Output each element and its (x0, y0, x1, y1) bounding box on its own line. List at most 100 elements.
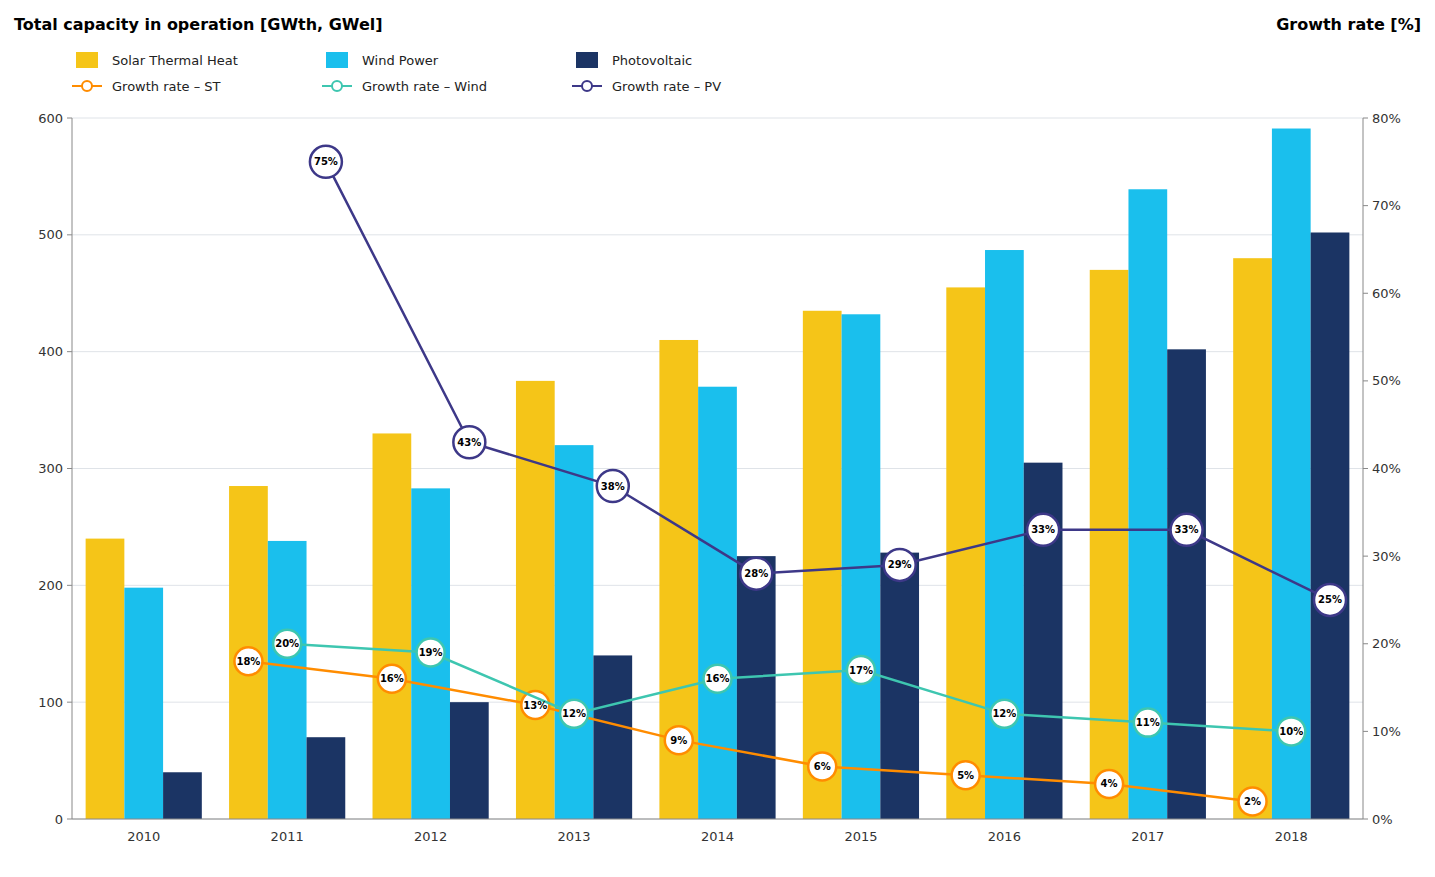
data-label: 28% (744, 568, 768, 579)
bar (307, 737, 346, 819)
y2-tick (1363, 380, 1368, 381)
y2-tick-label: 20% (1372, 636, 1401, 651)
y2-tick (1363, 643, 1368, 644)
data-label: 43% (457, 437, 481, 448)
line-series (234, 647, 1266, 815)
marker (808, 752, 836, 780)
data-label: 18% (236, 656, 260, 667)
marker (704, 665, 732, 693)
marker (1027, 514, 1059, 546)
legend: Solar Thermal HeatWind PowerPhotovoltaic… (72, 52, 721, 94)
bar (1272, 129, 1311, 819)
y2-axis-title: Growth rate [%] (1276, 15, 1421, 34)
grid-line (72, 819, 1363, 820)
x-tick-label: 2014 (701, 829, 734, 844)
line (248, 661, 1252, 801)
marker (1171, 514, 1203, 546)
y2-tick-label: 30% (1372, 549, 1401, 564)
marker (310, 146, 342, 178)
line-series (273, 630, 1305, 746)
y2-tick (1363, 205, 1368, 206)
data-label: 29% (888, 559, 912, 570)
y2-tick-label: 10% (1372, 724, 1401, 739)
bar (985, 250, 1024, 819)
y2-tick (1363, 293, 1368, 294)
y-tick (67, 468, 72, 469)
data-labels: 18%16%13%9%6%5%4%2%20%19%12%16%17%12%11%… (236, 156, 1342, 807)
bar (659, 340, 698, 819)
marker (597, 470, 629, 502)
grid-line (72, 234, 1363, 235)
legend-label: Photovoltaic (612, 53, 692, 68)
y-tick (67, 351, 72, 352)
y-tick (67, 702, 72, 703)
y-tick (67, 585, 72, 586)
y-tick-label: 100 (38, 695, 63, 710)
bar (373, 433, 412, 819)
marker (1134, 709, 1162, 737)
x-tick-label: 2015 (844, 829, 877, 844)
y-tick-label: 600 (38, 111, 63, 126)
legend-marker (582, 81, 592, 91)
data-label: 33% (1175, 524, 1199, 535)
marker (378, 665, 406, 693)
x-tick-label: 2016 (988, 829, 1021, 844)
data-label: 9% (670, 735, 687, 746)
data-label: 12% (992, 708, 1016, 719)
bar-series (163, 232, 1349, 819)
data-label: 33% (1031, 524, 1055, 535)
plot-area (86, 129, 1350, 819)
legend-label: Growth rate – PV (612, 79, 721, 94)
grid (72, 118, 1363, 819)
y2-tick (1363, 118, 1368, 119)
bar (1090, 270, 1129, 819)
x-tick-label: 2010 (127, 829, 160, 844)
marker (740, 558, 772, 590)
y2-tick (1363, 819, 1368, 820)
y-axis-title: Total capacity in operation [GWth, GWel] (14, 15, 383, 34)
bar-series (124, 129, 1310, 819)
chart: 18%16%13%9%6%5%4%2%20%19%12%16%17%12%11%… (0, 0, 1435, 877)
marker (1239, 787, 1267, 815)
y-tick-label: 400 (38, 344, 63, 359)
marker (847, 656, 875, 684)
legend-label: Wind Power (362, 53, 439, 68)
data-label: 4% (1101, 778, 1118, 789)
x-tick-label: 2013 (558, 829, 591, 844)
bar (229, 486, 268, 819)
marker (884, 549, 916, 581)
x-axis-line (72, 819, 1363, 820)
marker (234, 647, 262, 675)
legend-marker (82, 81, 92, 91)
y2-tick-label: 70% (1372, 198, 1401, 213)
x-tick-label: 2011 (271, 829, 304, 844)
x-tick-label: 2012 (414, 829, 447, 844)
y2-tick (1363, 556, 1368, 557)
bar (803, 311, 842, 819)
y2-tick-label: 0% (1372, 812, 1393, 827)
x-tick-label: 2018 (1275, 829, 1308, 844)
data-label: 16% (380, 673, 404, 684)
data-label: 20% (275, 638, 299, 649)
data-label: 19% (419, 647, 443, 658)
data-label: 25% (1318, 594, 1342, 605)
marker (1095, 770, 1123, 798)
line (287, 644, 1291, 732)
marker (273, 630, 301, 658)
bar (1167, 349, 1206, 819)
y-tick-label: 300 (38, 461, 63, 476)
bar (124, 588, 163, 819)
bar-series (86, 258, 1272, 819)
y2-tick-label: 60% (1372, 286, 1401, 301)
data-label: 13% (523, 700, 547, 711)
axes: 01002003004005006000%10%20%30%40%50%60%7… (38, 111, 1401, 845)
data-label: 38% (601, 481, 625, 492)
y2-tick-label: 40% (1372, 461, 1401, 476)
bar (450, 702, 489, 819)
marker (453, 426, 485, 458)
legend-label: Growth rate – Wind (362, 79, 487, 94)
legend-marker (332, 81, 342, 91)
legend-swatch (576, 52, 598, 68)
y2-tick-label: 50% (1372, 373, 1401, 388)
marker (952, 761, 980, 789)
